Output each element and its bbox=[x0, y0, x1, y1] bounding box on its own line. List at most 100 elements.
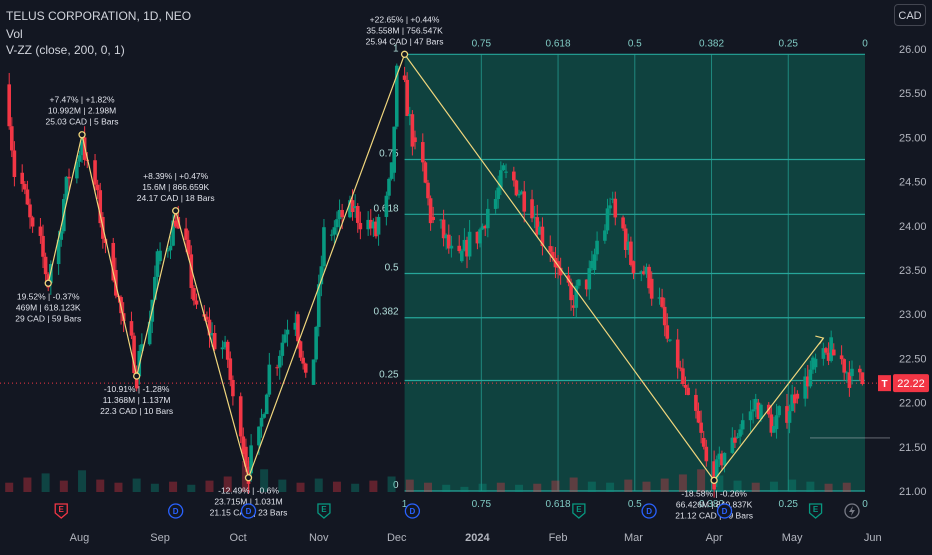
candle-body bbox=[460, 250, 464, 262]
zigzag-line bbox=[47, 53, 824, 482]
zigzag-indicator-legend[interactable]: V-ZZ (close, 200, 0, 1) bbox=[6, 43, 125, 57]
dividend-icon[interactable]: D bbox=[240, 503, 257, 519]
candle-body bbox=[631, 261, 636, 274]
volume-bar bbox=[223, 476, 232, 492]
candle-body bbox=[311, 359, 316, 385]
time-axis[interactable]: Aug Sep Oct Nov Dec 2024 Feb Mar Apr May Jun bbox=[70, 532, 882, 544]
pivot-label-line: 21.12 CAD | 79 Bars bbox=[675, 510, 753, 520]
volume-bar bbox=[296, 482, 305, 492]
candle-body bbox=[348, 200, 352, 218]
candle-body bbox=[649, 278, 654, 299]
candle-body bbox=[805, 376, 810, 387]
candle-body bbox=[168, 245, 173, 251]
symbol-title[interactable]: TELUS CORPORATION, 1D, NEO bbox=[6, 9, 192, 23]
earnings-icon[interactable]: E bbox=[317, 503, 331, 519]
volume-bar bbox=[624, 479, 633, 492]
zigzag-indicator bbox=[44, 50, 825, 485]
candle-body bbox=[704, 446, 709, 462]
candle-body bbox=[532, 217, 537, 219]
candle-body bbox=[80, 141, 84, 156]
volume-bar bbox=[569, 477, 578, 492]
fib-time-label-top: 0 bbox=[862, 38, 868, 49]
symbol-tag[interactable] bbox=[878, 375, 891, 392]
candle-body bbox=[486, 208, 490, 229]
dividend-icon[interactable]: D bbox=[168, 503, 184, 519]
candle-body bbox=[792, 394, 797, 404]
candle-body bbox=[431, 216, 435, 221]
fib-time-label-bottom: 0.382 bbox=[699, 499, 724, 510]
price-tick-label: 23.50 bbox=[899, 265, 927, 277]
volume-bar bbox=[405, 479, 414, 492]
candle-body bbox=[153, 276, 157, 300]
fib-time-label-top: 0.618 bbox=[546, 38, 571, 49]
candle-body bbox=[132, 335, 136, 374]
price-axis[interactable]: 21.00 21.50 22.00 22.50 23.00 23.50 24.00 24.50… bbox=[878, 44, 929, 498]
earnings-icon[interactable]: E bbox=[808, 503, 823, 519]
fib-retracement[interactable]: 10.750.6180.50.3820.25010.750.6180.50.38… bbox=[374, 38, 869, 510]
candle-body bbox=[850, 368, 854, 377]
candle-body bbox=[293, 322, 298, 330]
split-icon[interactable] bbox=[844, 503, 860, 519]
currency-button[interactable]: CAD bbox=[894, 4, 926, 26]
candle-body bbox=[129, 321, 134, 336]
candle-body bbox=[75, 161, 79, 179]
time-tick-label: Aug bbox=[70, 532, 90, 544]
dividend-icon[interactable]: D bbox=[404, 503, 421, 519]
last-price-tag[interactable] bbox=[893, 374, 929, 393]
zigzag-pivot bbox=[133, 372, 141, 380]
candle-body bbox=[595, 240, 599, 255]
candle-body bbox=[639, 271, 644, 274]
volume-bar bbox=[5, 482, 14, 492]
zigzag-pivot bbox=[172, 207, 180, 215]
dividend-icon[interactable]: D bbox=[641, 503, 657, 519]
candle-body bbox=[696, 410, 701, 423]
candle-body bbox=[577, 279, 581, 286]
candle-body bbox=[301, 357, 305, 364]
earnings-icon[interactable]: E bbox=[572, 503, 586, 519]
candle-body bbox=[441, 219, 446, 239]
candle-body bbox=[67, 176, 71, 179]
zigzag-arrowhead bbox=[815, 335, 825, 345]
candle-body bbox=[322, 227, 326, 267]
fib-level-label: 0.382 bbox=[374, 307, 399, 318]
candle-body bbox=[447, 234, 451, 249]
candle-body bbox=[296, 314, 300, 342]
candle-body bbox=[735, 436, 740, 438]
candle-body bbox=[551, 251, 555, 258]
volume-indicator-legend[interactable]: Vol bbox=[6, 27, 23, 41]
candle-body bbox=[608, 205, 612, 209]
candle-body bbox=[384, 195, 389, 217]
candle-body bbox=[714, 459, 719, 478]
candle-body bbox=[314, 326, 318, 360]
candle-body bbox=[231, 379, 235, 397]
candle-body bbox=[538, 226, 542, 235]
pivot-label-line: -10.91% | -1.28% bbox=[104, 384, 170, 394]
pivot-label-line: +8.39% | +0.47% bbox=[143, 171, 209, 181]
candle-body bbox=[712, 461, 716, 490]
candle-body bbox=[228, 358, 233, 380]
dividend-icon[interactable]: D bbox=[716, 503, 733, 519]
candle-body bbox=[337, 209, 342, 220]
candle-body bbox=[772, 426, 776, 433]
candle-body bbox=[842, 359, 846, 373]
candle-body bbox=[753, 398, 758, 410]
zigzag-pivot bbox=[400, 50, 409, 58]
candle-body bbox=[64, 176, 69, 200]
candle-body bbox=[777, 406, 781, 416]
candle-body bbox=[43, 256, 48, 275]
candle-body bbox=[158, 250, 162, 262]
earnings-icon-shape bbox=[317, 503, 331, 519]
candle-body bbox=[610, 198, 615, 200]
dividend-icon-shape bbox=[240, 503, 257, 519]
volume-bar bbox=[23, 477, 32, 492]
candle-body bbox=[93, 160, 97, 185]
dividend-icon-shape bbox=[641, 503, 657, 519]
candle-body bbox=[847, 372, 852, 388]
candle-body bbox=[730, 437, 735, 453]
earnings-icon-glyph: E bbox=[576, 505, 582, 514]
candle-body bbox=[249, 445, 253, 474]
earnings-icon[interactable]: E bbox=[54, 503, 68, 519]
